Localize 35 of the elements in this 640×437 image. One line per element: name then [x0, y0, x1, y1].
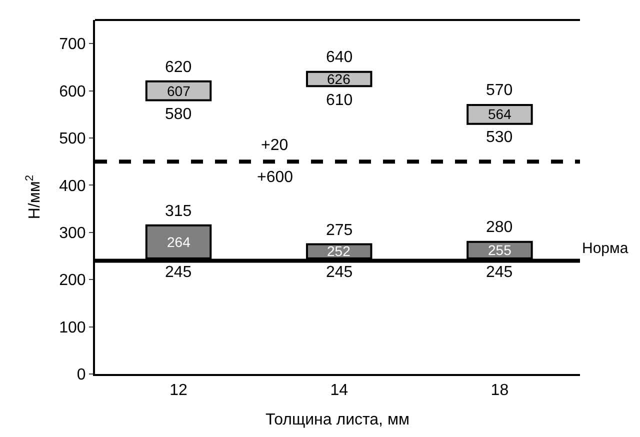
annotation: +600: [257, 169, 294, 186]
x-tick-label: 14: [330, 382, 348, 400]
y-tick-label: 300: [59, 225, 86, 242]
annotation: 255: [488, 242, 512, 258]
annotation: 315: [165, 203, 192, 220]
annotation: 610: [326, 92, 353, 109]
annotation: 280: [486, 219, 513, 236]
annotation: 530: [486, 129, 513, 146]
annotation: 245: [165, 264, 192, 281]
y-tick-label: 200: [59, 272, 86, 290]
annotation: 564: [488, 106, 512, 122]
annotation: 245: [486, 264, 513, 281]
annotation: 626: [327, 71, 351, 87]
annotation: 252: [327, 243, 351, 259]
annotation: 245: [326, 264, 353, 281]
annotation: 264: [167, 234, 191, 250]
annotation: 580: [165, 106, 192, 123]
y-tick-label: 100: [59, 319, 86, 336]
bar: [145, 80, 212, 102]
ref-line-label: Норма: [582, 240, 629, 257]
x-axis-title: Толщина листа, мм: [266, 411, 410, 428]
y-tick-label: 500: [59, 130, 86, 148]
y-tick-label: 400: [59, 178, 86, 195]
x-tick-label: 12: [170, 382, 188, 400]
x-tick-label: 18: [490, 382, 509, 400]
annotation: 640: [326, 49, 353, 66]
y-tick-label: 600: [59, 83, 86, 100]
y-tick-label: 0: [76, 366, 86, 384]
annotation: 275: [326, 222, 353, 239]
annotation: 607: [167, 83, 191, 99]
annotation: 570: [486, 82, 513, 99]
annotation: 620: [165, 59, 192, 76]
annotation: +20: [261, 137, 288, 154]
y-tick-label: 700: [59, 36, 86, 54]
bar: [466, 104, 533, 125]
